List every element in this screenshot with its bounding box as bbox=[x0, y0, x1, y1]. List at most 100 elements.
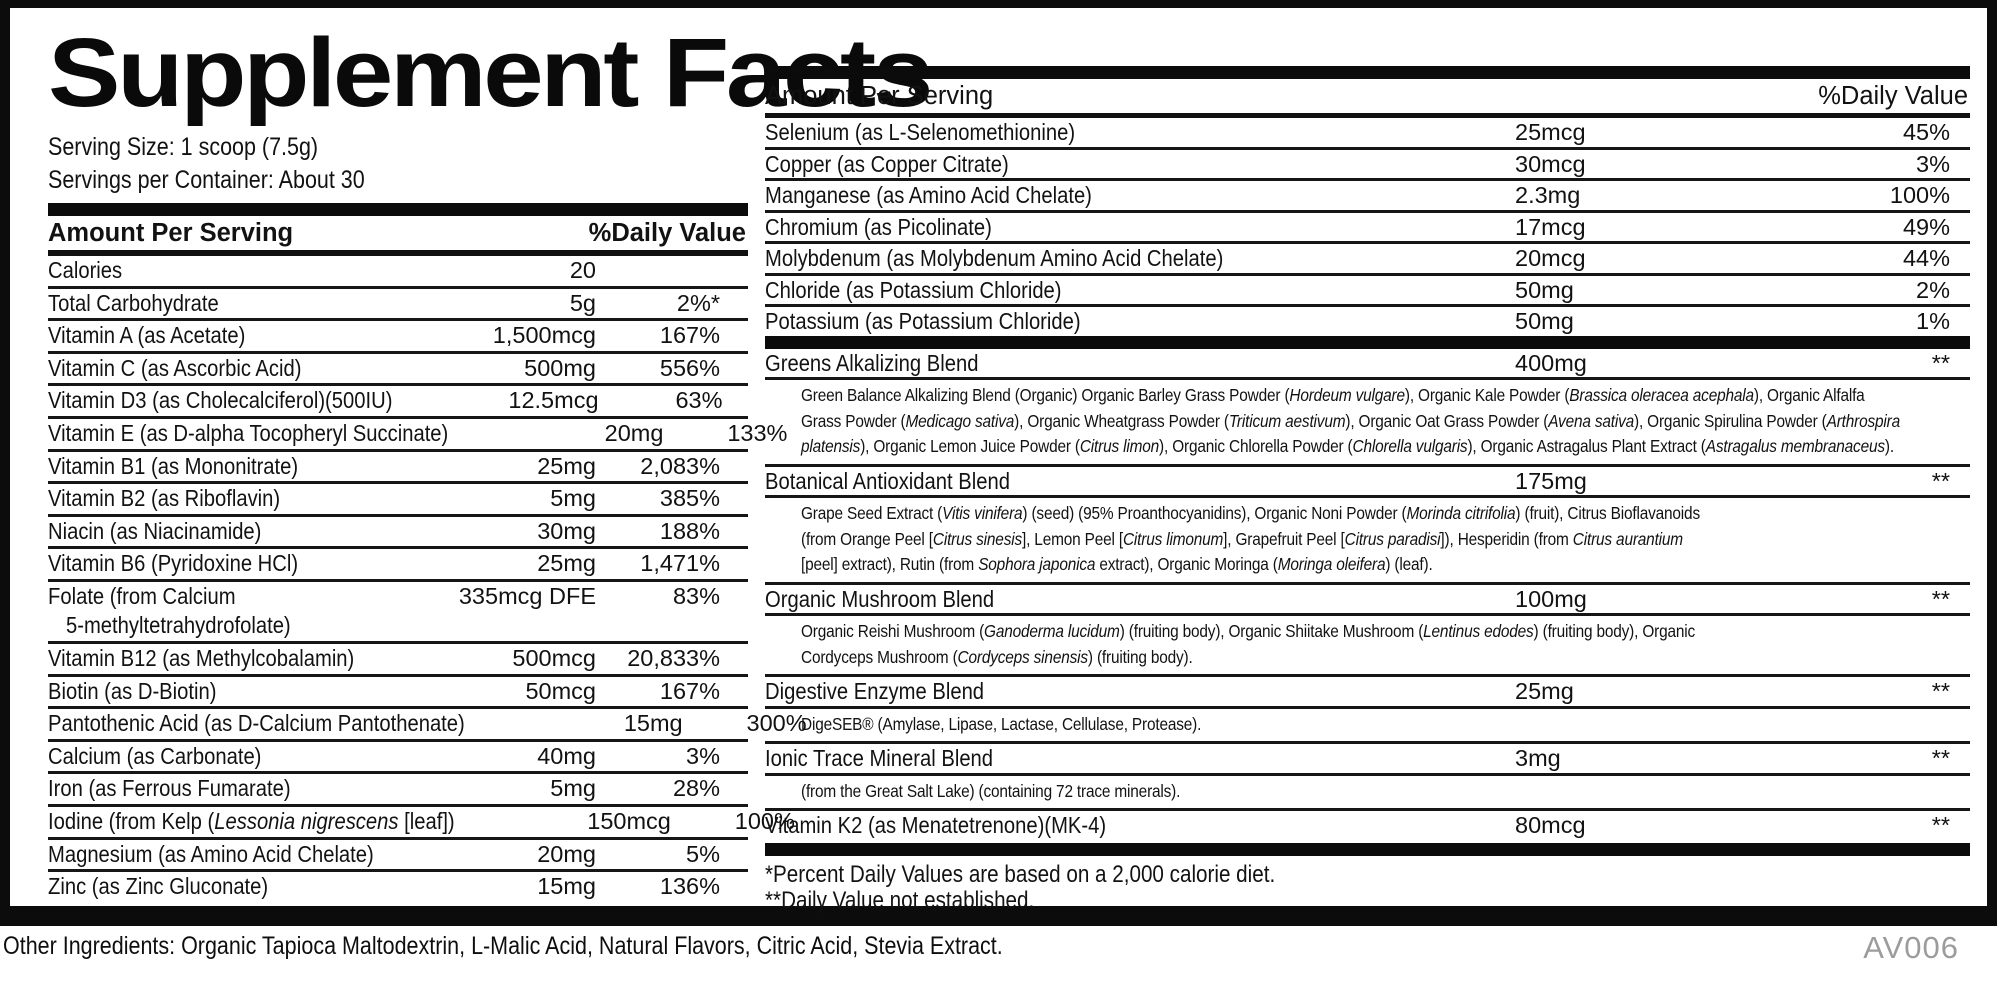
footnotes: *Percent Daily Values are based on a 2,0… bbox=[765, 860, 1970, 914]
nutrient-row: Copper (as Copper Citrate) 30mcg 3% bbox=[765, 150, 1970, 181]
nutrient-name: Zinc (as Zinc Gluconate) bbox=[48, 873, 269, 900]
blend-row: Ionic Trace Mineral Blend 3mg ** bbox=[765, 744, 1970, 776]
nutrient-name: Manganese (as Amino Acid Chelate) bbox=[765, 182, 1092, 208]
nutrient-daily-value: 167% bbox=[659, 322, 720, 349]
nutrient-name: Copper (as Copper Citrate) bbox=[765, 150, 1009, 177]
blend-description: Organic Reishi Mushroom (Ganoderma lucid… bbox=[765, 616, 1970, 677]
nutrient-row: Folate (from Calcium 5-methyltetrahydrofo… bbox=[48, 582, 748, 645]
nutrient-name: Calories bbox=[48, 256, 123, 283]
nutrient-row: Vitamin E (as D-alpha Tocopheryl Succina… bbox=[48, 419, 787, 452]
nutrient-name: Iron (as Ferrous Fumarate) bbox=[48, 775, 291, 802]
nutrient-amount: 20mg bbox=[604, 419, 664, 446]
blend-description: Grape Seed Extract (Vitis vinifera) (see… bbox=[765, 498, 1970, 585]
nutrient-daily-value: 20,833% bbox=[627, 645, 720, 672]
nutrient-amount: 25mg bbox=[537, 452, 596, 479]
blend-description-text: (from the Great Salt Lake) (containing 7… bbox=[801, 780, 1181, 801]
nutrient-amount: 335mcg DFE bbox=[458, 582, 596, 609]
nutrient-amount: 25mg bbox=[537, 550, 596, 577]
nutrient-name: Vitamin B6 (Pyridoxine HCl) bbox=[48, 550, 299, 577]
nutrient-name: Vitamin B2 (as Riboflavin) bbox=[48, 485, 281, 512]
footnote-daily-values: *Percent Daily Values are based on a 2,0… bbox=[765, 860, 1276, 888]
amount-per-serving-header: Amount Per Serving bbox=[48, 218, 294, 247]
nutrient-amount: 30mg bbox=[537, 517, 596, 544]
other-ingredients: Other Ingredients: Organic Tapioca Malto… bbox=[3, 930, 1166, 962]
nutrient-amount: 25mcg bbox=[1515, 119, 1586, 145]
blend-name: Greens Alkalizing Blend bbox=[765, 349, 979, 376]
blend-description: DigeSEB® (Amylase, Lipase, Lactase, Cell… bbox=[765, 709, 1970, 744]
blend-amount: 25mg bbox=[1515, 678, 1574, 704]
nutrient-daily-value: 2,083% bbox=[640, 452, 720, 479]
thick-divider-bar bbox=[765, 842, 1970, 856]
blend-name: Botanical Antioxidant Blend bbox=[765, 467, 1010, 494]
nutrient-name: Chromium (as Picolinate) bbox=[765, 213, 992, 240]
amount-per-serving-header: Amount Per Serving bbox=[765, 82, 994, 110]
nutrient-amount: 1,500mcg bbox=[492, 322, 596, 349]
nutrient-amount: 20 bbox=[569, 256, 596, 283]
servings-per-container-text: Servings per Container: About 30 bbox=[48, 165, 365, 194]
nutrient-name: Vitamin B1 (as Mononitrate) bbox=[48, 452, 299, 479]
nutrient-amount: 50mcg bbox=[525, 677, 596, 704]
right-table-header: Amount Per Serving %Daily Value bbox=[765, 79, 1970, 118]
blend-daily-value: ** bbox=[1931, 745, 1950, 771]
nutrient-row: Vitamin C (as Ascorbic Acid) 500mg 556% bbox=[48, 354, 748, 387]
nutrient-name: Selenium (as L-Selenomethionine) bbox=[765, 119, 1076, 145]
nutrient-daily-value: 49% bbox=[1902, 213, 1950, 240]
blend-section: Botanical Antioxidant Blend 175mg ** Gra… bbox=[765, 467, 1970, 585]
nutrient-row: Vitamin B6 (Pyridoxine HCl) 25mg 1,471% bbox=[48, 549, 748, 582]
nutrient-amount: 20mcg bbox=[1515, 245, 1586, 271]
nutrient-name-line2: 5-methyltetrahydrofolate) bbox=[66, 612, 291, 639]
blend-section: Ionic Trace Mineral Blend 3mg ** (from t… bbox=[765, 744, 1970, 811]
nutrient-row: Niacin (as Niacinamide) 30mg 188% bbox=[48, 517, 748, 550]
nutrient-row: Total Carbohydrate 5g 2%* bbox=[48, 289, 748, 322]
nutrient-name: Total Carbohydrate bbox=[48, 289, 219, 316]
nutrient-daily-value: 1,471% bbox=[640, 550, 720, 577]
page-title: Supplement Facts bbox=[48, 18, 933, 127]
nutrient-name: Chloride (as Potassium Chloride) bbox=[765, 276, 1062, 303]
thick-divider-bar bbox=[765, 335, 1970, 349]
blend-amount: 80mcg bbox=[1515, 812, 1586, 838]
label-code: AV006 bbox=[1863, 930, 1959, 965]
nutrient-daily-value: 3% bbox=[686, 742, 720, 769]
blend-amount: 400mg bbox=[1515, 349, 1587, 376]
nutrient-daily-value: 188% bbox=[659, 517, 720, 544]
blend-amount: 175mg bbox=[1515, 467, 1587, 494]
nutrient-amount: 5mg bbox=[550, 775, 596, 802]
blend-section: Digestive Enzyme Blend 25mg ** DigeSEB® … bbox=[765, 677, 1970, 744]
nutrient-row: Vitamin B12 (as Methylcobalamin) 500mcg … bbox=[48, 644, 748, 677]
nutrient-amount: 50mg bbox=[1515, 308, 1574, 334]
nutrient-row: Chromium (as Picolinate) 17mcg 49% bbox=[765, 213, 1970, 244]
nutrient-daily-value: 136% bbox=[659, 873, 720, 900]
blend-daily-value: ** bbox=[1931, 585, 1950, 612]
nutrient-amount: 2.3mg bbox=[1515, 182, 1581, 208]
blend-daily-value: ** bbox=[1931, 349, 1950, 376]
blend-row: Botanical Antioxidant Blend 175mg ** bbox=[765, 467, 1970, 498]
blend-section: Greens Alkalizing Blend 400mg ** Green B… bbox=[765, 349, 1970, 467]
nutrient-daily-value: 44% bbox=[1902, 245, 1950, 271]
serving-size: Serving Size: 1 scoop (7.5g) bbox=[48, 131, 748, 164]
blend-daily-value: ** bbox=[1931, 678, 1950, 704]
nutrient-daily-value: 28% bbox=[672, 775, 720, 802]
nutrient-row: Calories 20 bbox=[48, 256, 748, 289]
left-table-header: Amount Per Serving %Daily Value bbox=[48, 216, 748, 256]
thick-divider-bar bbox=[48, 202, 748, 216]
nutrient-daily-value: 63% bbox=[675, 387, 723, 414]
nutrient-name: Biotin (as D-Biotin) bbox=[48, 677, 217, 704]
nutrient-daily-value: 100% bbox=[1889, 182, 1950, 208]
nutrient-row: Vitamin A (as Acetate) 1,500mcg 167% bbox=[48, 321, 748, 354]
nutrient-amount: 5mg bbox=[550, 485, 596, 512]
nutrient-name: Vitamin D3 (as Cholecalciferol)(500IU) bbox=[48, 387, 393, 414]
nutrient-daily-value: 45% bbox=[1902, 119, 1950, 145]
nutrient-amount: 30mcg bbox=[1515, 150, 1586, 177]
blend-description: Green Balance Alkalizing Blend (Organic)… bbox=[765, 380, 1970, 467]
blend-daily-value: ** bbox=[1931, 467, 1950, 494]
blend-name: Vitamin K2 (as Menatetrenone)(MK-4) bbox=[765, 812, 1107, 838]
nutrient-row: Pantothenic Acid (as D-Calcium Pantothen… bbox=[48, 709, 807, 742]
right-nutrient-table: Selenium (as L-Selenomethionine) 25mcg 4… bbox=[765, 118, 1970, 336]
nutrient-name: Vitamin E (as D-alpha Tocopheryl Succina… bbox=[48, 419, 449, 446]
nutrient-daily-value: 2% bbox=[1916, 276, 1950, 303]
nutrient-daily-value: 2%* bbox=[676, 289, 720, 316]
nutrient-daily-value: 300% bbox=[746, 710, 807, 737]
nutrient-daily-value: 385% bbox=[659, 485, 720, 512]
blend-row: Vitamin K2 (as Menatetrenone)(MK-4) 80mc… bbox=[765, 811, 1970, 840]
serving-size-text: Serving Size: 1 scoop (7.5g) bbox=[48, 132, 319, 161]
